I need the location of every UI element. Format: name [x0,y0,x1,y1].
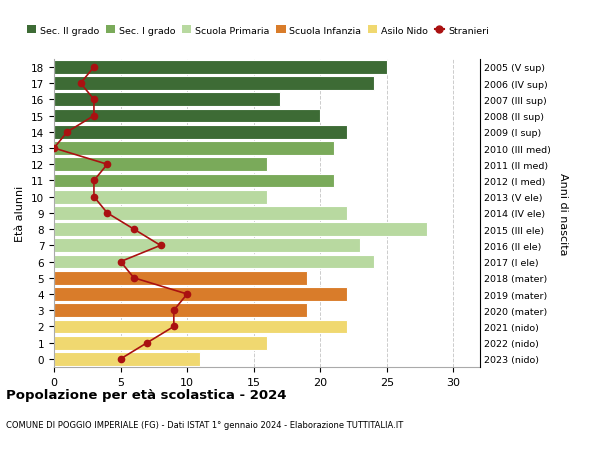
Bar [54,77,373,91]
Bar [54,320,347,334]
Bar [54,126,347,140]
Bar [54,158,267,172]
Bar [54,271,307,285]
Bar [54,174,334,188]
Bar [54,336,267,350]
Text: COMUNE DI POGGIO IMPERIALE (FG) - Dati ISTAT 1° gennaio 2024 - Elaborazione TUTT: COMUNE DI POGGIO IMPERIALE (FG) - Dati I… [6,420,403,429]
Bar [54,109,320,123]
Bar [54,93,280,107]
Bar [54,223,427,236]
Legend: Sec. II grado, Sec. I grado, Scuola Primaria, Scuola Infanzia, Asilo Nido, Stran: Sec. II grado, Sec. I grado, Scuola Prim… [25,24,491,37]
Bar [54,142,334,156]
Bar [54,304,307,318]
Bar [54,352,200,366]
Bar [54,287,347,301]
Bar [54,190,267,204]
Bar [54,239,360,253]
Bar [54,255,373,269]
Bar [54,61,387,75]
Y-axis label: Anni di nascita: Anni di nascita [558,172,568,255]
Text: Popolazione per età scolastica - 2024: Popolazione per età scolastica - 2024 [6,388,287,401]
Bar [54,207,347,220]
Y-axis label: Età alunni: Età alunni [16,185,25,241]
